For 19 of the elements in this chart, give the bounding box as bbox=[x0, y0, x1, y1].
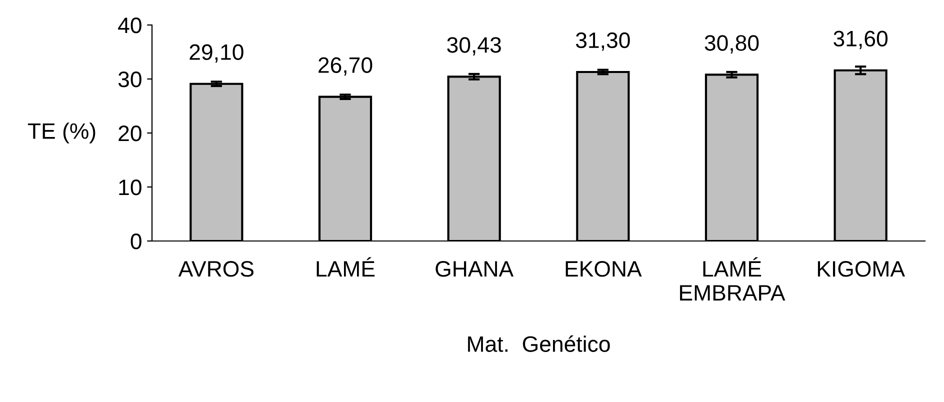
x-tick-label: EKONA bbox=[566, 261, 642, 277]
data-label: 29,10 bbox=[190, 44, 244, 63]
y-tick-label: 30 bbox=[118, 72, 142, 88]
y-tick-label: 10 bbox=[119, 180, 142, 196]
data-label: 30,80 bbox=[704, 35, 759, 54]
x-tick-label: LAMÉ EMBRAPA bbox=[680, 257, 786, 300]
data-label: 30,43 bbox=[447, 37, 501, 56]
data-label: 31,60 bbox=[834, 30, 888, 50]
x-axis-title: Mat. Genético bbox=[468, 335, 610, 352]
x-tick-label: KIGOMA bbox=[818, 261, 905, 277]
y-tick-label: 20 bbox=[118, 126, 142, 142]
data-label: 31,30 bbox=[576, 32, 630, 51]
data-label: 26,70 bbox=[318, 57, 372, 76]
y-tick-label: 40 bbox=[118, 18, 142, 34]
x-tick-label: GHANA bbox=[436, 261, 514, 277]
y-axis-title: TE (%) bbox=[28, 122, 96, 144]
y-tick-label: 0 bbox=[130, 234, 142, 250]
x-tick-label: AVROS bbox=[178, 261, 254, 277]
x-tick-label: LAMÉ bbox=[316, 257, 375, 277]
